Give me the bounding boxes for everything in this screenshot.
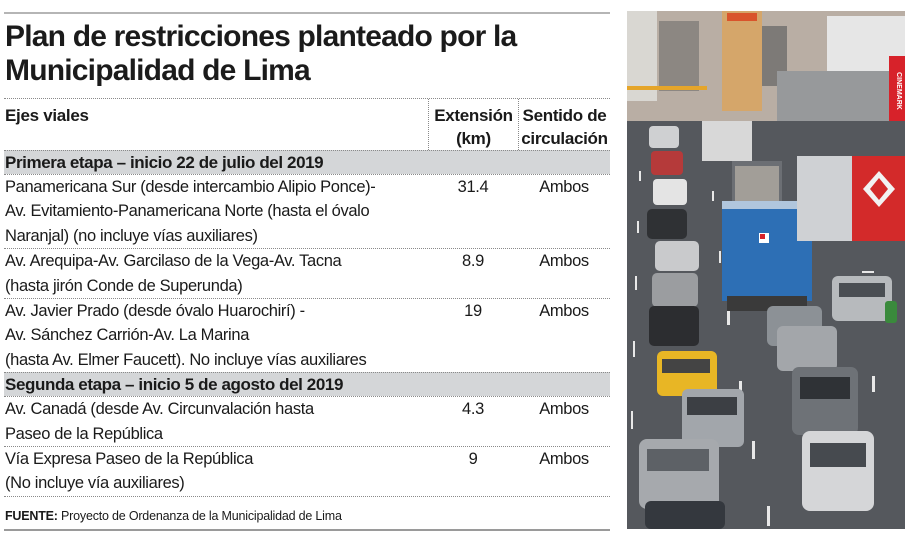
table-header: Ejes viales Extensión (km) Sentido de ci… [4, 98, 610, 150]
extension-km: 19 [464, 302, 482, 321]
table-row: Av. Canadá (desde Av. Circunvalación has… [4, 396, 610, 446]
road-line: Vía Expresa Paseo de la República [5, 450, 254, 469]
infographic-panel: Plan de restricciones planteado por la M… [4, 12, 610, 531]
road-description: Vía Expresa Paseo de la República (No in… [4, 447, 428, 496]
table-row: Av. Arequipa-Av. Garcilaso de la Vega-Av… [4, 248, 610, 298]
table-row: Panamericana Sur (desde intercambio Alip… [4, 174, 610, 248]
direction: Ambos [539, 178, 589, 196]
direction: Ambos [539, 450, 589, 469]
stage-band-primera: Primera etapa – inicio 22 de julio del 2… [4, 150, 610, 174]
source-text: Proyecto de Ordenanza de la Municipalida… [61, 508, 342, 523]
header-sentido-line1: Sentido de [522, 106, 607, 125]
direction: Ambos [539, 252, 589, 271]
road-line: Av. Canadá (desde Av. Circunvalación has… [5, 400, 314, 419]
road-line: Naranjal) (no incluye vías auxiliares) [5, 226, 258, 245]
extension-km: 4.3 [462, 400, 484, 419]
road-line: Av. Evitamiento-Panamericana Norte (hast… [5, 202, 370, 221]
road-line: Paseo de la República [5, 424, 163, 443]
extension-km: 31.4 [457, 178, 489, 196]
header-sentido: Sentido de circulación [518, 99, 610, 150]
road-line: Av. Sánchez Carrión-Av. La Marina [5, 326, 250, 345]
road-line: (hasta jirón Conde de Superunda) [5, 276, 243, 295]
road-description: Av. Javier Prado (desde óvalo Huarochirí… [4, 299, 428, 372]
table-row: Av. Javier Prado (desde óvalo Huarochirí… [4, 298, 610, 372]
traffic-photo: CINEMARK [627, 11, 905, 529]
source-note: FUENTE: Proyecto de Ordenanza de la Muni… [4, 509, 610, 529]
extension-km: 9 [468, 450, 478, 469]
table-end-divider [4, 495, 610, 497]
extension-km: 8.9 [462, 252, 484, 271]
title-line-1: Plan de restricciones planteado por la [5, 20, 517, 53]
restrictions-table: Ejes viales Extensión (km) Sentido de ci… [4, 98, 610, 497]
road-line: Panamericana Sur (desde intercambio Alip… [5, 178, 376, 196]
table-row: Vía Expresa Paseo de la República (No in… [4, 446, 610, 496]
source-label: FUENTE: [5, 508, 58, 523]
road-description: Av. Arequipa-Av. Garcilaso de la Vega-Av… [4, 249, 428, 298]
bottom-rule [4, 528, 610, 531]
header-extension: Extensión (km) [428, 99, 518, 150]
road-line: (No incluye vía auxiliares) [5, 474, 185, 493]
road-description: Av. Canadá (desde Av. Circunvalación has… [4, 397, 428, 446]
svg-text:CINEMARK: CINEMARK [895, 72, 902, 110]
page-title: Plan de restricciones planteado por la M… [4, 20, 610, 88]
road-line: (hasta Av. Elmer Faucett). No incluye ví… [5, 350, 367, 369]
direction: Ambos [539, 302, 589, 321]
header-extension-line2: (km) [456, 129, 491, 148]
top-rule [4, 12, 610, 14]
road-description: Panamericana Sur (desde intercambio Alip… [4, 175, 428, 248]
title-line-2: Municipalidad de Lima [5, 54, 311, 87]
road-line: Av. Javier Prado (desde óvalo Huarochirí… [5, 302, 305, 321]
header-sentido-line2: circulación [521, 129, 608, 148]
header-ejes-viales: Ejes viales [5, 106, 89, 125]
direction: Ambos [539, 400, 589, 419]
stage-band-segunda: Segunda etapa – inicio 5 de agosto del 2… [4, 372, 610, 397]
header-extension-line1: Extensión [434, 106, 513, 125]
traffic-photo-illustration: CINEMARK [627, 11, 905, 529]
road-line: Av. Arequipa-Av. Garcilaso de la Vega-Av… [5, 252, 342, 271]
